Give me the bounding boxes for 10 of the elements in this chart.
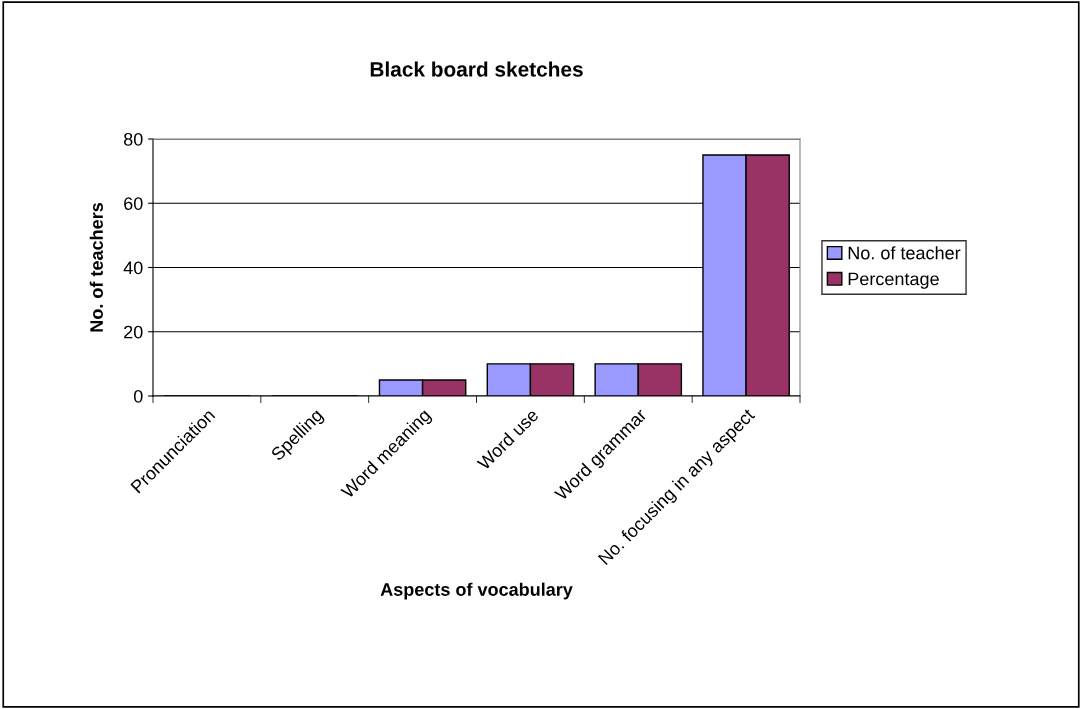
y-tick-label: 40 <box>123 261 143 275</box>
legend-label: Percentage <box>848 272 939 289</box>
y-tick-label: 20 <box>124 325 143 339</box>
x-axis-title: Aspects of vocabulary <box>380 582 573 600</box>
y-tick-label: 60 <box>124 197 143 210</box>
chart-title: Black board sketches <box>370 61 583 77</box>
legend-label: No. of teacher <box>848 246 961 260</box>
y-axis-title: No. of teachers <box>89 203 103 332</box>
y-tick-label: 0 <box>133 389 143 403</box>
y-tick-label: 80 <box>123 132 143 146</box>
